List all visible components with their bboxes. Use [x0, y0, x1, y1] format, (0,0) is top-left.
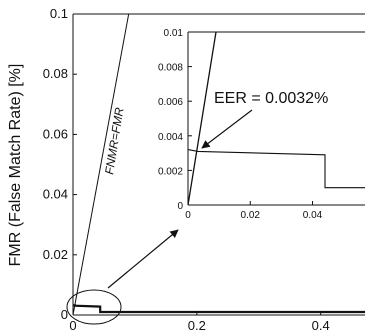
main-x-tick-label: 0.2	[188, 318, 206, 333]
inset-background	[188, 32, 365, 205]
main-series-line-0	[72, 13, 130, 316]
main-y-tick-label: 0	[61, 307, 68, 322]
inset-y-tick-label: 0.006	[158, 97, 183, 108]
main-y-ticks: 0 0.02 0.04 0.06 0.08 0.1	[43, 6, 77, 322]
eer-arrow	[201, 109, 253, 149]
zoom-arrow	[107, 229, 179, 289]
inset-x-ticks: 0 0.02 0.04	[185, 201, 323, 221]
main-y-tick-label: 0.06	[43, 126, 68, 141]
main-x-tick-label: 0.4	[312, 318, 330, 333]
main-y-tick-label: 0.08	[43, 66, 68, 81]
fnmr-equals-fmr-label: FNMR=FMR	[102, 106, 126, 175]
main-y-tick-label: 0.02	[43, 247, 68, 262]
inset-x-tick-label: 0	[185, 210, 191, 221]
inset-y-tick-label: 0.004	[158, 132, 183, 143]
main-y-tick-label: 0.1	[50, 6, 68, 21]
inset-series-line-1	[187, 149, 365, 189]
main-y-tick-label: 0.04	[43, 187, 68, 202]
inset-plot: 0 0.002 0.004 0.006 0.008 0.01 0 0.02 0.04 EER …	[158, 28, 365, 221]
inset-series-lines	[187, 31, 365, 206]
inset-x-tick-label: 0.02	[241, 210, 261, 221]
main-x-tick-label: 0	[69, 318, 76, 333]
zoom-region-ellipse	[66, 289, 122, 325]
inset-y-tick-label: 0.002	[158, 166, 183, 177]
inset-y-tick-label: 0	[177, 201, 183, 212]
main-x-ticks: 0 0.2 0.4	[69, 311, 330, 333]
inset-y-tick-label: 0.008	[158, 63, 183, 74]
inset-x-tick-label: 0.04	[303, 210, 323, 221]
main-y-axis-label: FMR (False Match Rate) [%]	[7, 64, 24, 267]
inset-y-tick-label: 0.01	[164, 28, 184, 39]
inset-y-ticks: 0 0.002 0.004 0.006 0.008 0.01	[158, 28, 192, 212]
main-series-lines	[72, 13, 365, 316]
main-series-line-1	[73, 304, 365, 314]
inset-series-line-0	[187, 31, 217, 206]
eer-annotation: EER = 0.0032%	[214, 90, 328, 107]
